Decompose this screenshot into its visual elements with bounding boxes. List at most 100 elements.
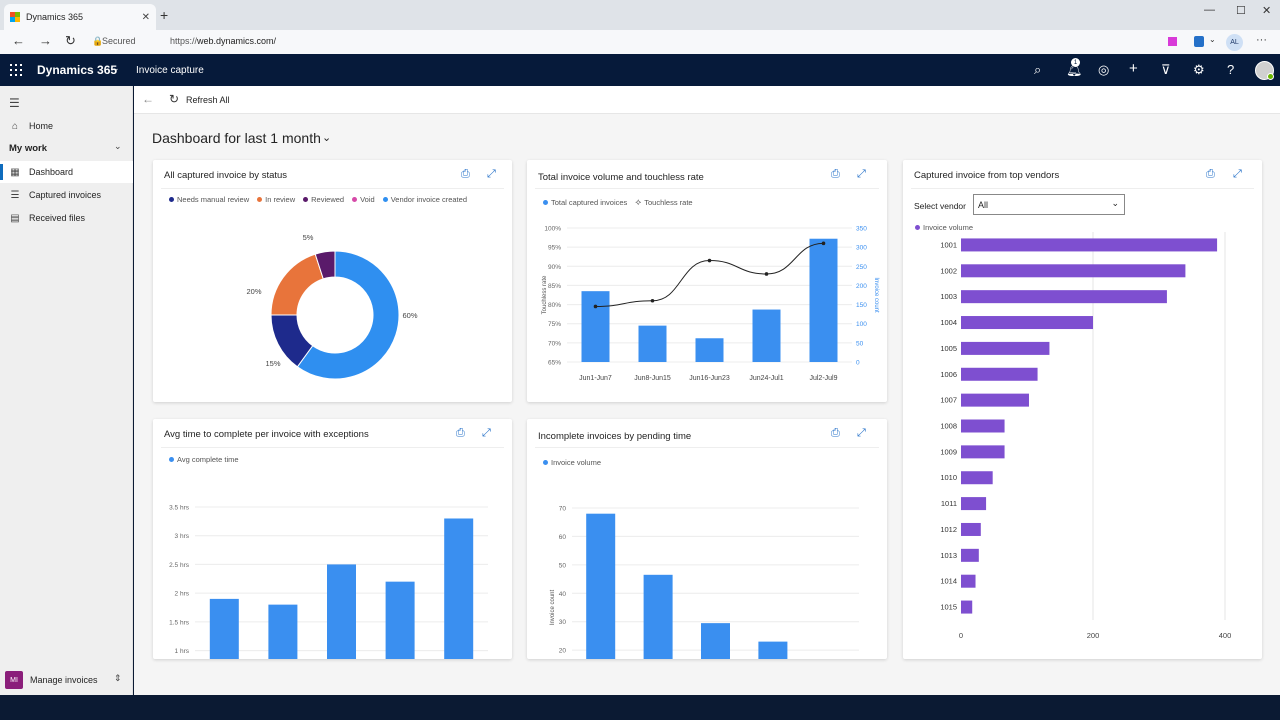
app-name[interactable]: Dynamics 365 (37, 63, 118, 77)
bar (752, 309, 781, 362)
legend-item[interactable]: Void (352, 195, 375, 204)
card-title: Total invoice volume and touchless rate (538, 172, 704, 183)
sidebar: ☰ ⌂ Home My work ⌄ ▦ Dashboard ☰ Capture… (0, 86, 133, 695)
hamburger-icon[interactable]: ☰ (9, 96, 20, 110)
help-icon[interactable]: ? (1227, 62, 1235, 77)
refresh-icon[interactable]: ↻ (65, 33, 76, 48)
bar (961, 471, 993, 485)
forward-icon[interactable]: → (39, 33, 52, 48)
legend-item[interactable]: Invoice volume (915, 223, 973, 232)
legend-dot (915, 225, 920, 230)
y-tick-label: 2.5 hrs (169, 562, 190, 569)
y-tick-label: 1 hrs (175, 648, 190, 655)
divider (535, 188, 879, 189)
legend-item[interactable]: Reviewed (303, 195, 344, 204)
sidebar-item-label: Dashboard (29, 167, 74, 177)
export-icon[interactable]: ⎙ (831, 427, 840, 439)
close-window-icon[interactable]: ✕ (1262, 5, 1272, 17)
legend-item[interactable]: Needs manual review (169, 195, 249, 204)
sidebar-item-captured-invoices[interactable]: ☰ Captured invoices (0, 184, 133, 206)
x-tick-label: 200 (1087, 631, 1100, 640)
extension-icon[interactable] (1168, 37, 1177, 46)
presence-status-icon (1267, 73, 1274, 80)
new-tab-button[interactable]: + (160, 7, 169, 23)
bar (758, 641, 788, 659)
collections-icon[interactable] (1194, 36, 1204, 47)
sidebar-item-dashboard[interactable]: ▦ Dashboard (0, 161, 133, 183)
refresh-icon[interactable]: ↻ (169, 92, 180, 106)
bar (638, 325, 667, 362)
browser-tab[interactable]: Dynamics 365 ✕ (4, 4, 156, 30)
bar (809, 238, 838, 362)
sidebar-item-home[interactable]: ⌂ Home (0, 115, 133, 137)
chevron-down-icon[interactable]: ⌄ (1209, 35, 1216, 44)
maximize-icon[interactable]: ☐ (1236, 5, 1246, 17)
expand-icon[interactable]: ⤢ (482, 427, 491, 439)
area-switcher[interactable]: MI Manage invoices ⇕ (0, 665, 133, 695)
export-icon[interactable]: ⎙ (1206, 168, 1215, 180)
files-icon: ▤ (10, 212, 20, 224)
chevron-down-icon[interactable]: ⌄ (114, 141, 122, 151)
export-icon[interactable]: ⎙ (831, 168, 840, 180)
legend-item[interactable]: Avg complete time (169, 455, 239, 464)
slice-label: 5% (303, 233, 314, 242)
legend-item[interactable]: Vendor invoice created (382, 195, 467, 204)
legend-dot (257, 197, 263, 202)
more-icon[interactable]: ··· (1256, 34, 1267, 46)
legend-item[interactable]: Invoice volume (543, 458, 601, 467)
expand-icon[interactable]: ⤢ (487, 168, 496, 180)
refresh-all-button[interactable]: Refresh All (186, 95, 230, 105)
profile-avatar[interactable]: AL (1226, 34, 1243, 51)
y-tick-label: 1004 (940, 318, 957, 327)
expand-icon[interactable]: ⤢ (857, 168, 866, 180)
bar (444, 518, 474, 659)
sidebar-item-label: Home (29, 121, 54, 131)
chart-legend: Needs manual review In review Reviewed V… (169, 195, 467, 204)
y-tick-label: 60 (559, 534, 567, 541)
app-launcher-icon[interactable] (10, 64, 22, 76)
url-host: web.dynamics.com/ (197, 36, 277, 46)
y-tick-label: 1014 (940, 577, 957, 586)
address-bar: ← → ↻ 🔒 Secured https://web.dynamics.com… (0, 30, 1280, 54)
add-icon[interactable]: + (1129, 60, 1138, 77)
slice-label: 15% (265, 359, 280, 368)
vendor-select[interactable]: All ⌄ (973, 194, 1125, 215)
browser-tab-bar: Dynamics 365 ✕ + — ☐ ✕ (0, 0, 1280, 30)
legend-item[interactable]: Total captured invoices (543, 197, 627, 208)
legend-dot (543, 200, 548, 205)
legend-item[interactable]: ⟡ Touchless rate (635, 197, 692, 208)
export-icon[interactable]: ⎙ (461, 168, 470, 180)
sidebar-item-received-files[interactable]: ▤ Received files (0, 207, 133, 229)
y-tick-label: 1015 (940, 603, 957, 612)
bar (961, 419, 1005, 433)
secured-label: Secured (102, 36, 136, 46)
sidebar-item-label: Captured invoices (29, 190, 102, 200)
y2-tick-label: 350 (856, 226, 867, 233)
back-icon[interactable]: ← (12, 33, 25, 48)
sidebar-group-my-work[interactable]: My work (9, 143, 48, 154)
expand-icon[interactable]: ⤢ (1233, 168, 1242, 180)
y-tick-label: 2 hrs (175, 591, 190, 598)
filter-icon[interactable]: ⊽ (1161, 62, 1171, 77)
y-tick-label: 50 (559, 562, 567, 569)
search-icon[interactable]: ⌕ (1034, 62, 1042, 77)
back-icon[interactable]: ← (142, 92, 154, 106)
bar (961, 367, 1038, 381)
chevron-updown-icon[interactable]: ⇕ (114, 673, 122, 683)
microsoft-logo-icon (10, 12, 20, 22)
chevron-down-icon[interactable]: ⌄ (112, 63, 120, 73)
dashboard-title[interactable]: Dashboard for last 1 month (152, 130, 321, 146)
gear-icon[interactable]: ⚙ (1193, 62, 1205, 77)
task-icon[interactable]: ◎ (1098, 62, 1110, 77)
minimize-icon[interactable]: — (1204, 4, 1215, 16)
taskbar-strip (0, 695, 1280, 720)
chevron-down-icon[interactable]: ⌄ (322, 132, 332, 144)
url-field[interactable]: https://web.dynamics.com/ (170, 36, 276, 46)
export-icon[interactable]: ⎙ (456, 427, 465, 439)
legend-item[interactable]: In review (257, 195, 295, 204)
y-tick-label: 90% (548, 264, 561, 271)
close-tab-icon[interactable]: ✕ (141, 11, 150, 23)
card-invoice-status: All captured invoice by status ⎙ ⤢ Needs… (153, 160, 512, 402)
expand-icon[interactable]: ⤢ (857, 427, 866, 439)
